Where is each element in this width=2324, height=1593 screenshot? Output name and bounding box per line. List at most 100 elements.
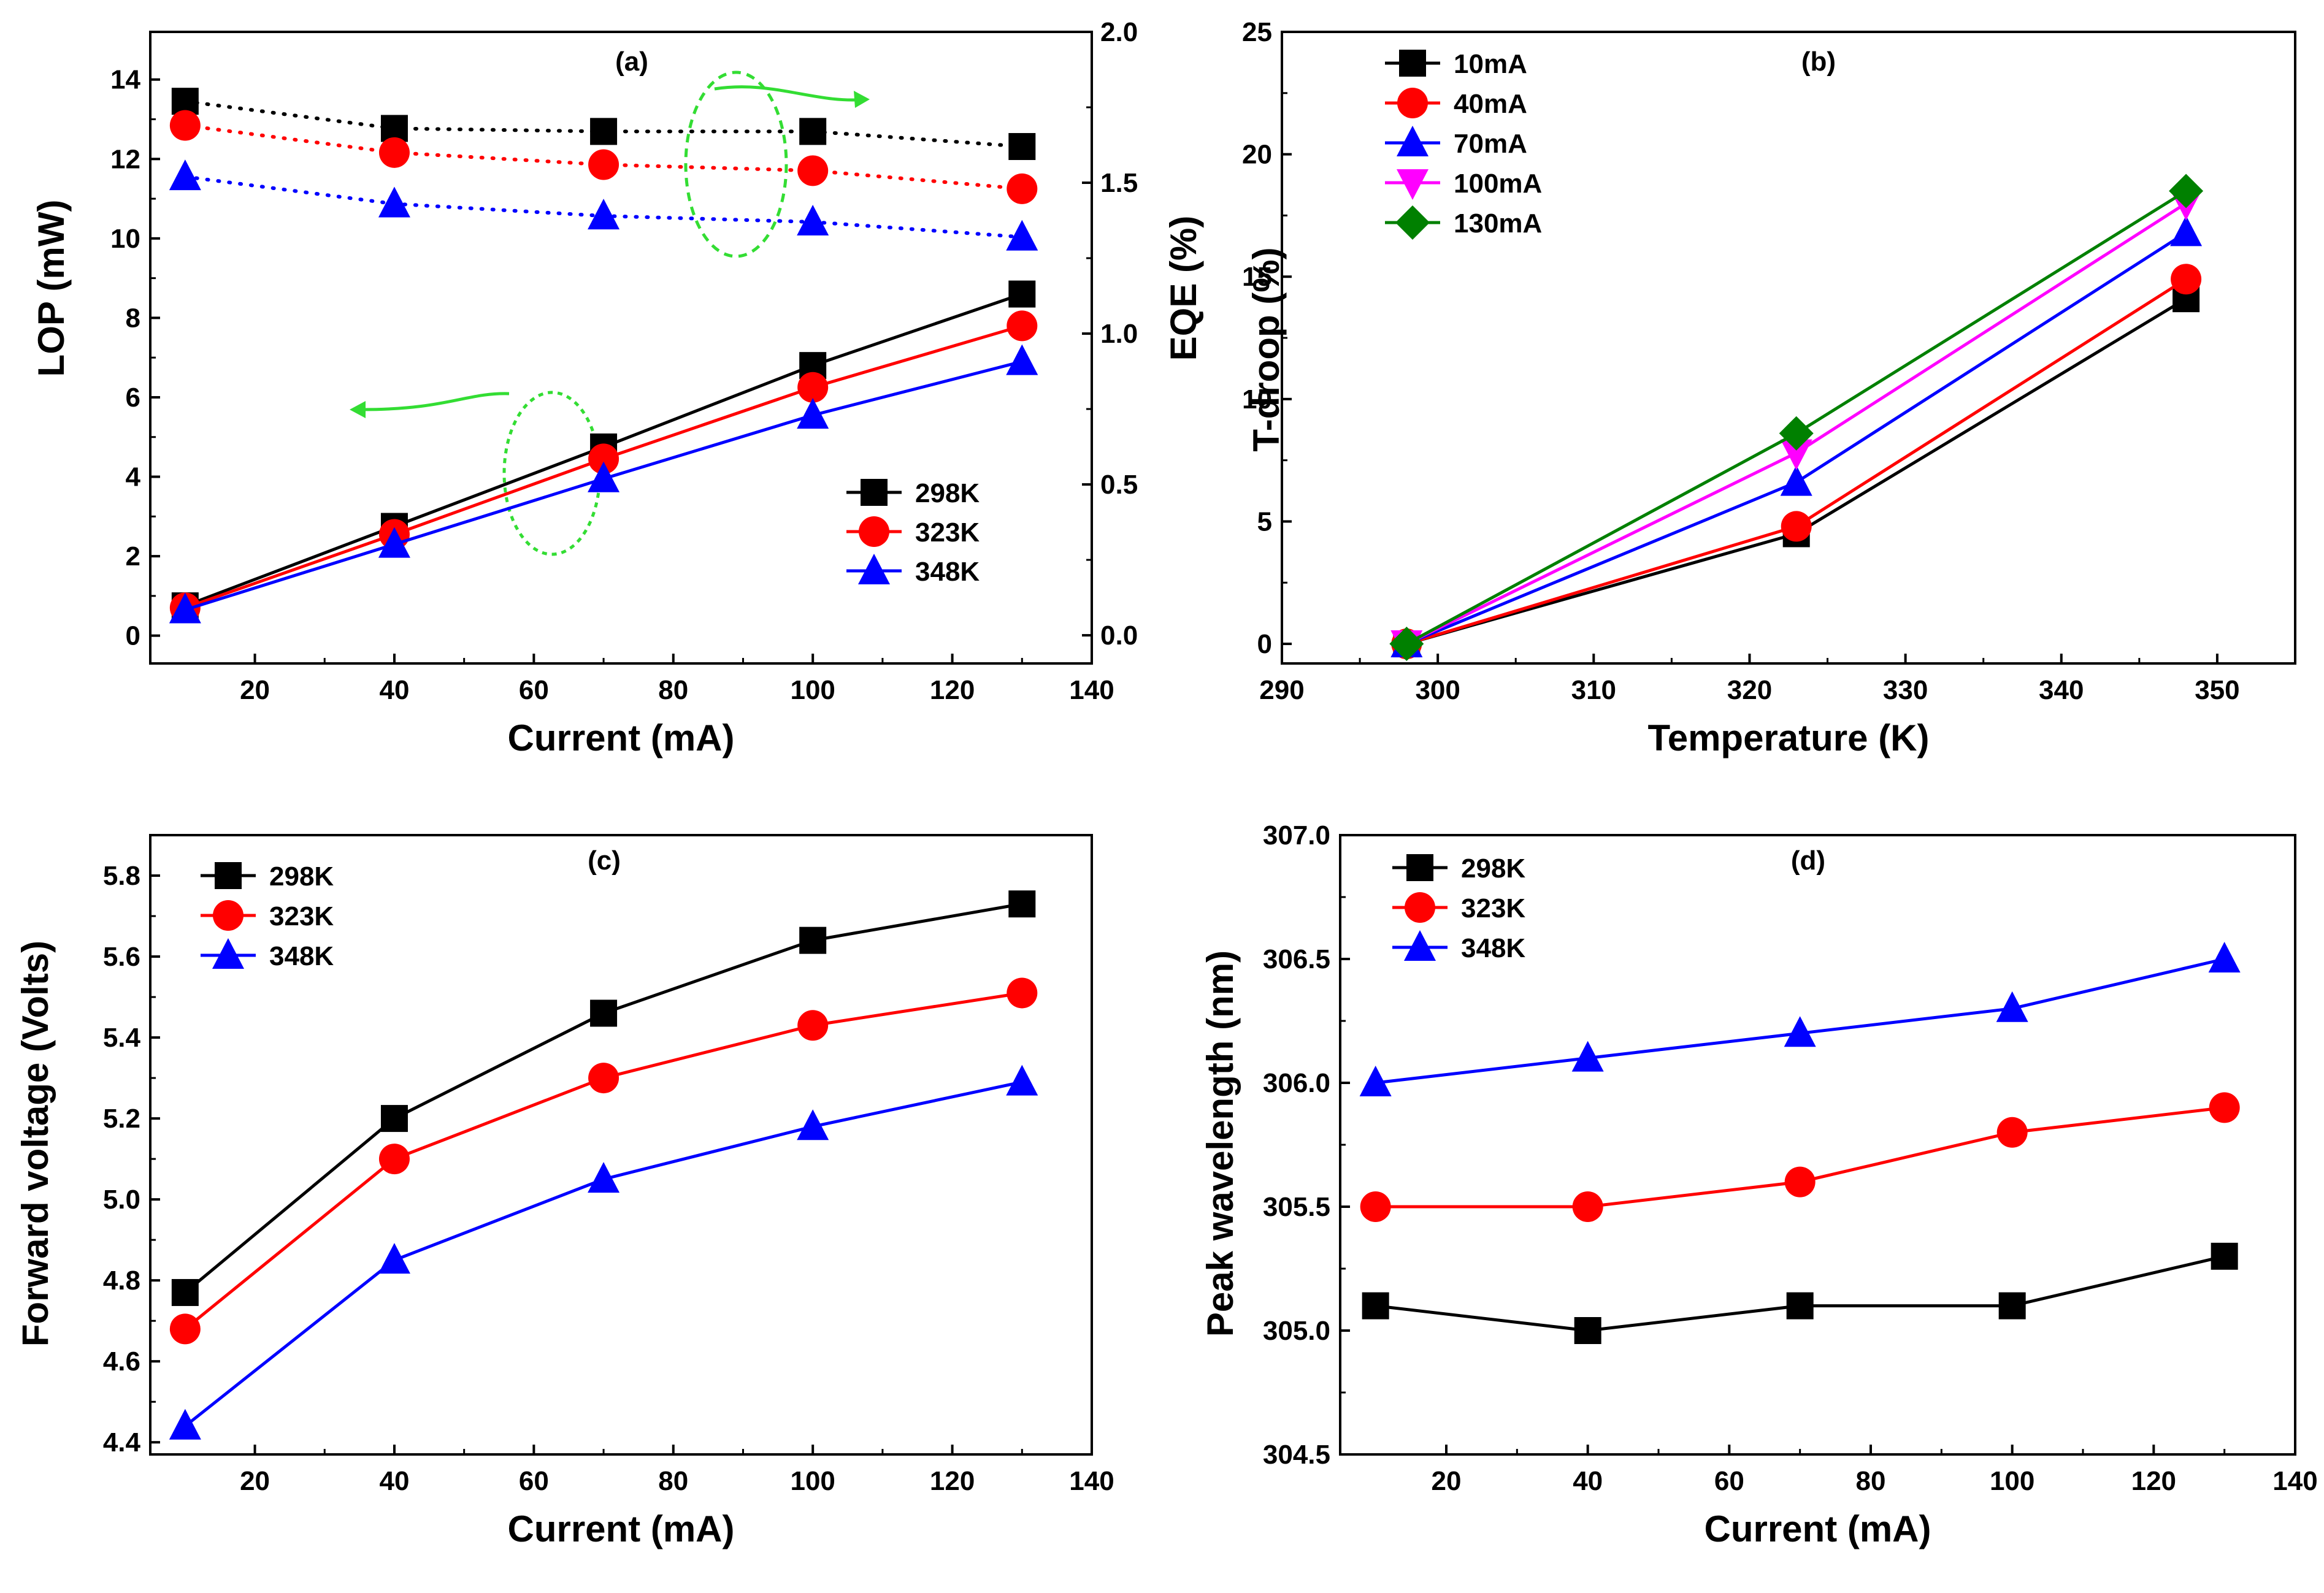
legend-marker-10mA <box>1399 50 1426 77</box>
x-tick-label: 340 <box>2039 675 2084 705</box>
plot-frame <box>1281 31 2296 665</box>
annotation-ellipse-eqe <box>684 71 788 258</box>
data-point-348K-10 <box>169 592 201 624</box>
legend-marker-298K <box>215 862 242 889</box>
legend-marker-323K <box>1405 892 1435 923</box>
data-point-100mA-323 <box>1780 439 1812 470</box>
panel-label: (b) <box>1801 47 1836 77</box>
legend-marker-348K <box>858 554 890 584</box>
y2-tick-label: 1.0 <box>1100 319 1138 349</box>
annotation-ellipse-lop <box>502 391 602 556</box>
y-tick-label: 305.0 <box>1263 1316 1330 1346</box>
x-tick-label: 290 <box>1259 675 1304 705</box>
y-tick-label: 304.5 <box>1263 1440 1330 1470</box>
y-tick-label: 0 <box>1257 629 1272 659</box>
x-tick-label: 40 <box>1573 1466 1603 1496</box>
arrowhead-right-icon <box>854 91 870 108</box>
y-tick-label: 4.4 <box>103 1427 141 1457</box>
y-tick-label: 5 <box>1257 506 1272 537</box>
y2-tick-label: 2.0 <box>1100 17 1138 47</box>
panel-label: (a) <box>615 47 648 77</box>
x-tick-label: 60 <box>1714 1466 1744 1496</box>
data-point-323K-130 <box>1007 977 1038 1009</box>
y-tick-label: 5.2 <box>103 1104 140 1134</box>
x-tick-label: 100 <box>1990 1466 2034 1496</box>
panel-label: (d) <box>1791 846 1825 876</box>
x-tick-label: 300 <box>1415 675 1460 705</box>
legend-label: 298K <box>1461 854 1525 884</box>
data-point-130mA-348 <box>2169 174 2204 208</box>
y-tick-label: 25 <box>1242 17 1272 47</box>
data-point-323K-10 <box>169 110 201 141</box>
data-point-323K-70 <box>1784 1166 1816 1198</box>
legend-label: 323K <box>915 518 980 548</box>
data-point-323K-10 <box>169 1313 201 1345</box>
data-point-348K-100 <box>797 204 829 235</box>
x-tick-label: 330 <box>1883 675 1928 705</box>
x-tick-label: 80 <box>658 1466 688 1496</box>
data-point-298K-100 <box>799 118 827 145</box>
data-point-348K-40 <box>378 1243 410 1274</box>
legend-label: 100mA <box>1454 169 1542 199</box>
data-point-298K-40 <box>1574 1317 1601 1344</box>
data-point-298K-10 <box>1362 1292 1389 1320</box>
data-point-348K-10 <box>169 159 201 191</box>
data-point-298K-130 <box>1008 280 1036 308</box>
y2-tick-label: 0.5 <box>1100 470 1138 500</box>
legend-label: 348K <box>1461 933 1525 963</box>
data-point-348K-40 <box>378 527 410 558</box>
arrow-left-icon <box>361 392 510 411</box>
data-point-323K-130 <box>1007 173 1038 204</box>
x-axis-title: Current (mA) <box>508 717 735 758</box>
legend-marker-100mA <box>1397 169 1429 200</box>
series-line-348K <box>183 1080 1024 1428</box>
data-point-348K-10 <box>169 1408 201 1440</box>
y-tick-label: 12 <box>110 144 140 174</box>
arrow-right-icon <box>714 85 867 102</box>
data-point-298K-130 <box>2211 1242 2238 1270</box>
data-point-348K-70 <box>588 461 620 492</box>
data-point-348K-40 <box>1571 1041 1604 1072</box>
y-tick-label: 4.8 <box>103 1266 140 1296</box>
x-tick-label: 120 <box>930 1466 975 1496</box>
x-axis-title: Current (mA) <box>1705 1508 1931 1549</box>
legend-label: 70mA <box>1454 129 1527 159</box>
y-tick-label: 306.5 <box>1263 944 1330 974</box>
x-axis-title: Current (mA) <box>508 1508 735 1549</box>
y-tick-label: 5.0 <box>103 1185 140 1215</box>
data-point-323K-130 <box>1007 310 1038 342</box>
data-point-298K-70 <box>590 999 618 1027</box>
data-point-130mA-323 <box>1779 416 1814 451</box>
data-point-323K-100 <box>797 372 829 403</box>
x-tick-label: 100 <box>790 1466 835 1496</box>
y-axis-title: T-droop (%) <box>1246 247 1287 451</box>
legend-marker-70mA <box>1397 126 1429 156</box>
y-tick-label: 10 <box>110 224 140 254</box>
data-point-323K-100 <box>797 155 829 186</box>
x-tick-label: 310 <box>1571 675 1616 705</box>
x-tick-label: 20 <box>240 1466 270 1496</box>
legend-label: 130mA <box>1454 208 1542 239</box>
x-axis-title: Temperature (K) <box>1648 717 1930 758</box>
data-point-348K-130 <box>1006 344 1038 375</box>
data-point-70mA-348 <box>2170 215 2203 246</box>
data-point-298K-100 <box>1998 1292 2026 1320</box>
y2-tick-label: 0.0 <box>1100 621 1138 651</box>
x-tick-label: 120 <box>930 675 975 705</box>
legend: 298K 323K 348K <box>846 478 980 587</box>
y-tick-label: 2 <box>126 541 140 571</box>
data-point-348K-100 <box>1996 991 2028 1022</box>
y-tick-label: 4.6 <box>103 1347 140 1377</box>
panel-c: 20 40 60 80 100 120 140 4.4 4.6 4.8 5.0 5.2 5.4 5.6 5.… <box>15 834 1114 1549</box>
x-tick-label: 20 <box>1432 1466 1462 1496</box>
plot-frame <box>149 31 1093 665</box>
y-tick-label: 5.8 <box>103 861 140 891</box>
y-tick-label: 6 <box>126 383 140 413</box>
x-tick-label: 80 <box>1856 1466 1886 1496</box>
legend-marker-298K <box>861 479 888 506</box>
data-point-298K-70 <box>590 118 618 145</box>
data-point-323K-70 <box>588 443 619 475</box>
legend: 298K 323K 348K <box>1392 854 1525 963</box>
x-tick-label: 60 <box>519 1466 549 1496</box>
